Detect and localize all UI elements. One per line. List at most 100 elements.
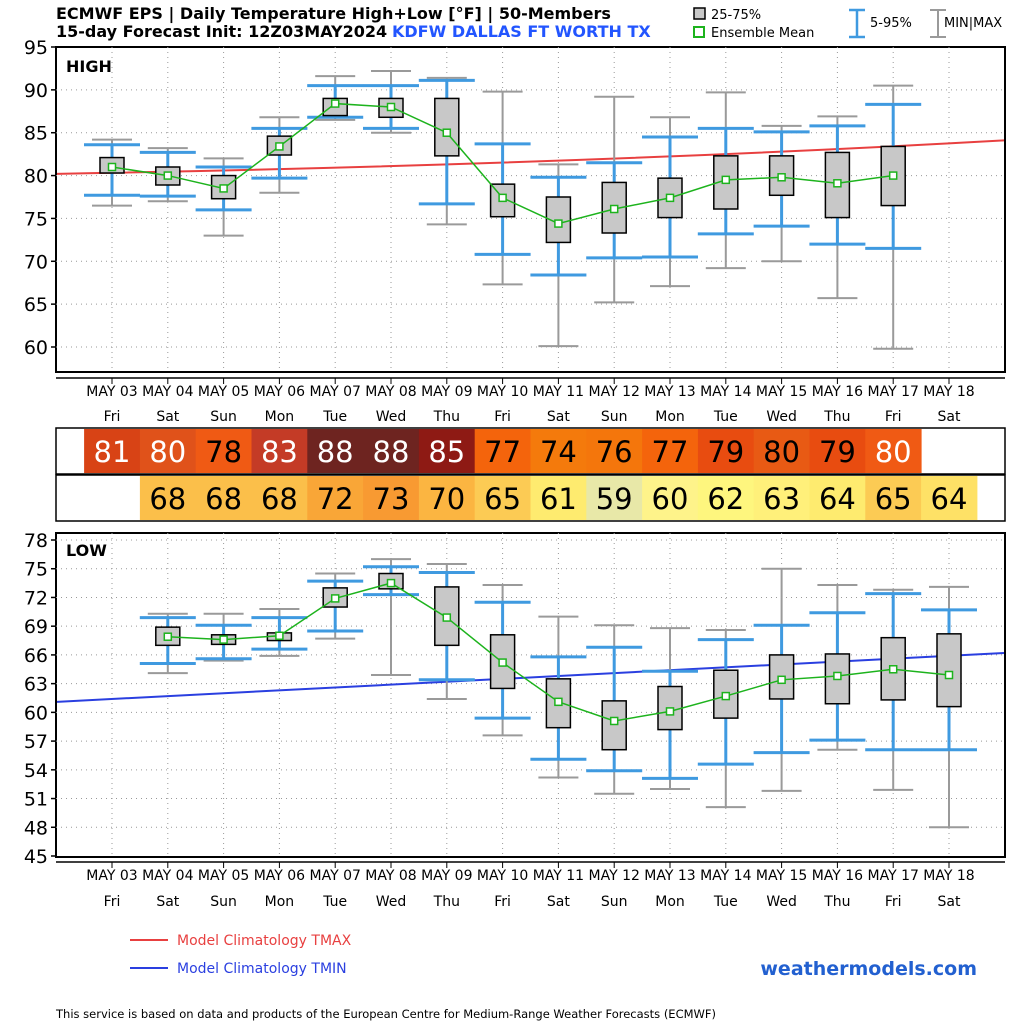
y-tick-label: 90 xyxy=(24,80,48,102)
iqr-box xyxy=(434,97,460,157)
chart-subtitle: 15-day Forecast Init: 12Z03MAY2024 xyxy=(56,22,387,41)
value-cell xyxy=(921,476,978,520)
legend-mean-label: Ensemble Mean xyxy=(711,26,814,41)
mean-marker xyxy=(275,142,284,151)
value-cell xyxy=(586,429,643,473)
mean-marker xyxy=(275,631,284,641)
y-tick-label: 51 xyxy=(24,789,48,811)
x-weekday-label: Sat xyxy=(156,894,179,910)
value-cell xyxy=(865,429,922,473)
value-cell xyxy=(697,476,755,520)
value-cell-text: 68 xyxy=(261,482,298,516)
y-tick-label: 75 xyxy=(24,559,48,581)
mean-marker xyxy=(219,635,228,644)
mean-marker xyxy=(386,578,396,588)
iqr-box xyxy=(601,700,627,751)
chart-title: ECMWF EPS | Daily Temperature High+Low [… xyxy=(56,4,611,24)
mean-marker xyxy=(442,613,452,622)
value-cell-text: 88 xyxy=(317,435,354,469)
value-cell-text: 73 xyxy=(373,482,410,516)
value-cell-text: 81 xyxy=(94,435,131,469)
x-date-label: MAY 04 xyxy=(142,868,193,884)
x-date-label: MAY 09 xyxy=(421,384,472,400)
mean-marker xyxy=(777,173,786,182)
x-weekday-label: Sun xyxy=(601,409,628,425)
y-tick-label: 45 xyxy=(24,846,48,868)
mean-marker xyxy=(163,632,173,641)
mean-marker xyxy=(888,171,898,180)
x-weekday-label: Wed xyxy=(766,409,797,425)
value-cell xyxy=(418,476,476,520)
x-date-label: MAY 16 xyxy=(812,384,863,400)
brand-link[interactable]: weathermodels.com xyxy=(760,958,977,980)
x-date-label: MAY 17 xyxy=(868,384,919,400)
value-cell-text: 74 xyxy=(540,435,577,469)
mean-marker xyxy=(609,204,619,214)
mean-marker xyxy=(833,671,842,681)
x-date-label: MAY 03 xyxy=(86,384,137,400)
y-tick-label: 66 xyxy=(24,645,48,667)
x-date-label: MAY 08 xyxy=(365,868,416,884)
value-cell-text: 70 xyxy=(428,482,465,516)
x-date-label: MAY 15 xyxy=(756,868,807,884)
y-tick-label: 69 xyxy=(24,616,48,638)
x-weekday-label: Thu xyxy=(433,409,460,425)
x-weekday-label: Fri xyxy=(494,409,511,425)
mean-marker xyxy=(163,171,173,180)
low-values-strip: 68 68 68 72 73 70 65 61 59 60 62 63 64 65 64 xyxy=(55,474,1006,522)
x-weekday-label: Sat xyxy=(938,894,961,910)
y-tick-label: 60 xyxy=(24,337,48,359)
legend: 25-75% Ensemble Mean 5-95% MIN|MAX xyxy=(693,7,1002,41)
x-date-label: MAY 12 xyxy=(589,868,640,884)
value-cell xyxy=(530,429,587,473)
mean-marker xyxy=(330,99,340,108)
mean-marker xyxy=(554,219,563,228)
value-cell xyxy=(809,429,866,473)
value-cell xyxy=(251,476,308,520)
value-cell xyxy=(139,476,197,520)
value-cell xyxy=(195,429,252,473)
legend-box-swatch xyxy=(693,7,706,20)
x-date-label: MAY 05 xyxy=(198,384,249,400)
x-weekday-label: Tue xyxy=(713,409,738,425)
x-weekday-label: Tue xyxy=(322,409,347,425)
mean-marker xyxy=(665,193,675,203)
x-date-label: MAY 18 xyxy=(923,868,974,884)
disclaimer-text: This service is based on data and produc… xyxy=(55,1007,716,1021)
legend-whisker-swatch xyxy=(849,8,865,39)
x-weekday-label: Mon xyxy=(265,894,295,910)
value-cell xyxy=(586,476,643,520)
x-date-label: MAY 18 xyxy=(923,384,974,400)
mean-marker xyxy=(330,594,340,603)
value-cell xyxy=(363,429,420,473)
mean-marker xyxy=(888,665,898,674)
x-weekday-label: Mon xyxy=(655,894,685,910)
x-date-label: MAY 09 xyxy=(421,868,472,884)
value-cell-text: 62 xyxy=(707,482,744,516)
value-cell xyxy=(809,476,866,520)
value-cell xyxy=(195,476,252,520)
y-tick-label: 48 xyxy=(24,817,48,839)
value-cell xyxy=(753,429,810,473)
x-date-label: MAY 10 xyxy=(477,868,528,884)
value-cell xyxy=(84,429,141,473)
x-weekday-label: Mon xyxy=(655,409,685,425)
mean-marker xyxy=(609,716,619,726)
value-cell xyxy=(642,476,699,520)
value-cell-text: 68 xyxy=(205,482,242,516)
value-cell-text: 79 xyxy=(819,435,856,469)
value-cell xyxy=(418,429,476,473)
value-cell xyxy=(697,429,755,473)
y-tick-label: 70 xyxy=(24,251,48,273)
value-cell-text: 76 xyxy=(596,435,633,469)
mean-marker xyxy=(554,697,563,707)
x-date-label: MAY 11 xyxy=(533,384,584,400)
value-cell-text: 80 xyxy=(149,435,186,469)
x-date-label: MAY 08 xyxy=(365,384,416,400)
x-date-label: MAY 14 xyxy=(700,384,751,400)
mean-marker xyxy=(665,707,675,716)
value-cell xyxy=(753,476,810,520)
x-date-label: MAY 11 xyxy=(533,868,584,884)
panel-label: LOW xyxy=(66,541,107,560)
